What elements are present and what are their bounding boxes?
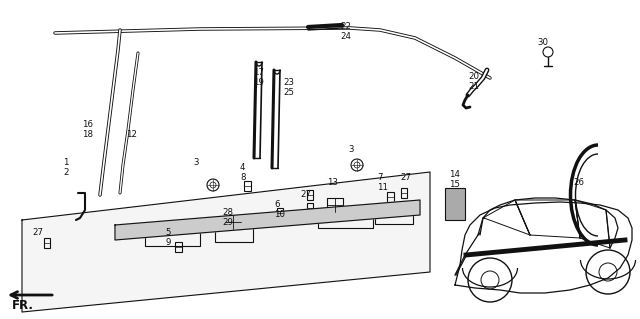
Text: 27: 27 [32,228,43,237]
Text: 7
11: 7 11 [377,173,388,192]
Text: 20
21: 20 21 [468,72,479,92]
Text: 22
24: 22 24 [340,22,351,41]
Bar [175,242,182,252]
Text: 23
25: 23 25 [283,78,294,97]
Bar [44,238,50,248]
Text: 27: 27 [400,173,411,182]
Text: 3: 3 [348,145,353,154]
Bar [243,181,250,191]
Text: 30: 30 [537,38,548,47]
Bar [375,212,413,224]
Bar [307,190,313,200]
Bar [445,188,465,220]
Text: FR.: FR. [12,299,34,312]
Text: 4
8: 4 8 [240,163,246,182]
Bar [318,215,373,228]
Bar [327,198,343,212]
Bar [145,230,200,246]
Text: 26: 26 [573,178,584,187]
Text: 27: 27 [300,190,311,199]
Text: 28
29: 28 29 [222,208,233,227]
Text: 14
15: 14 15 [449,170,460,189]
Text: 3: 3 [193,158,198,167]
Bar [387,192,394,202]
Text: 17
19: 17 19 [253,68,264,87]
Bar [401,188,407,198]
Text: 5
9: 5 9 [165,228,170,248]
Text: 16
18: 16 18 [82,120,93,139]
Text: 13: 13 [327,178,338,187]
Text: 1
2: 1 2 [63,158,68,177]
Bar [307,203,313,213]
Bar [215,228,253,242]
Text: 6
10: 6 10 [274,200,285,219]
Bar [225,215,241,229]
Polygon shape [115,200,420,240]
Polygon shape [22,172,430,312]
Text: 12: 12 [126,130,137,139]
Bar [277,208,283,218]
